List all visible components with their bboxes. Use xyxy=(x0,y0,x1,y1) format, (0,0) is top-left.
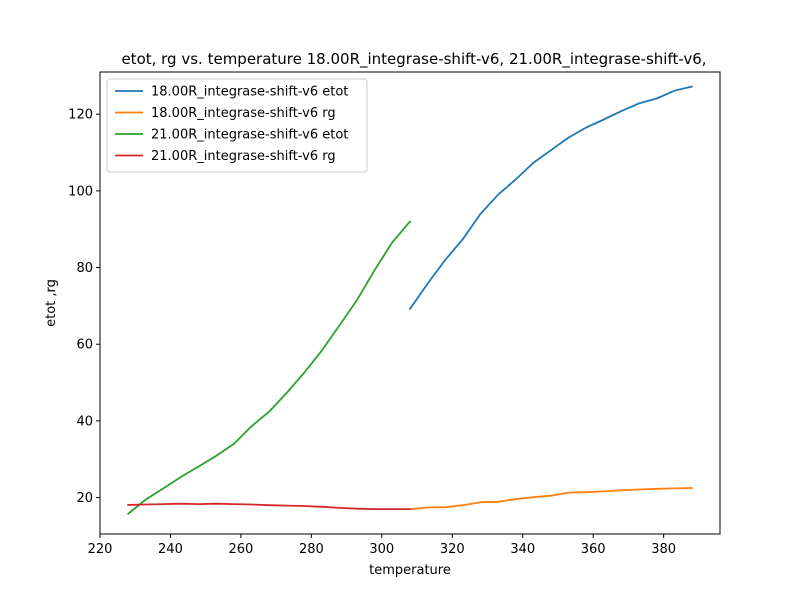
x-tick-label: 360 xyxy=(581,542,606,557)
x-tick-label: 380 xyxy=(651,542,676,557)
legend-label-2: 21.00R_integrase-shift-v6 etot xyxy=(151,128,348,143)
y-axis-label: etot ,rg xyxy=(44,279,59,327)
x-axis-label: temperature xyxy=(369,563,451,578)
series-line-3 xyxy=(127,502,411,511)
x-tick-label: 260 xyxy=(228,542,253,557)
legend: 18.00R_integrase-shift-v6 etot 18.00R_int… xyxy=(106,78,368,173)
x-tick-label: 280 xyxy=(299,542,324,557)
x-axis: 220 240 260 280 300 320 340 360 380 xyxy=(88,534,676,557)
legend-box xyxy=(106,78,368,173)
y-tick-label: 60 xyxy=(76,338,93,353)
series-line-1 xyxy=(409,487,693,511)
plot-frame xyxy=(99,71,721,535)
x-tick-label: 220 xyxy=(88,542,113,557)
y-tick-label: 40 xyxy=(76,414,93,429)
x-tick-label: 240 xyxy=(158,542,183,557)
series-line-0 xyxy=(408,85,693,311)
y-axis: 20 40 60 80 100 120 xyxy=(68,108,100,506)
legend-label-3: 21.00R_integrase-shift-v6 rg xyxy=(151,149,336,164)
series-lines xyxy=(126,85,693,515)
x-tick-label: 320 xyxy=(440,542,465,557)
legend-label-0: 18.00R_integrase-shift-v6 etot xyxy=(151,85,348,100)
x-tick-label: 340 xyxy=(510,542,535,557)
series-line-2 xyxy=(126,220,412,515)
y-tick-label: 20 xyxy=(76,491,93,506)
y-tick-label: 80 xyxy=(76,261,93,276)
x-tick-label: 300 xyxy=(369,542,394,557)
chart-title: etot, rg vs. temperature 18.00R_integras… xyxy=(121,50,706,69)
y-tick-label: 100 xyxy=(68,184,93,199)
legend-label-1: 18.00R_integrase-shift-v6 rg xyxy=(151,106,336,121)
y-tick-label: 120 xyxy=(68,108,93,123)
